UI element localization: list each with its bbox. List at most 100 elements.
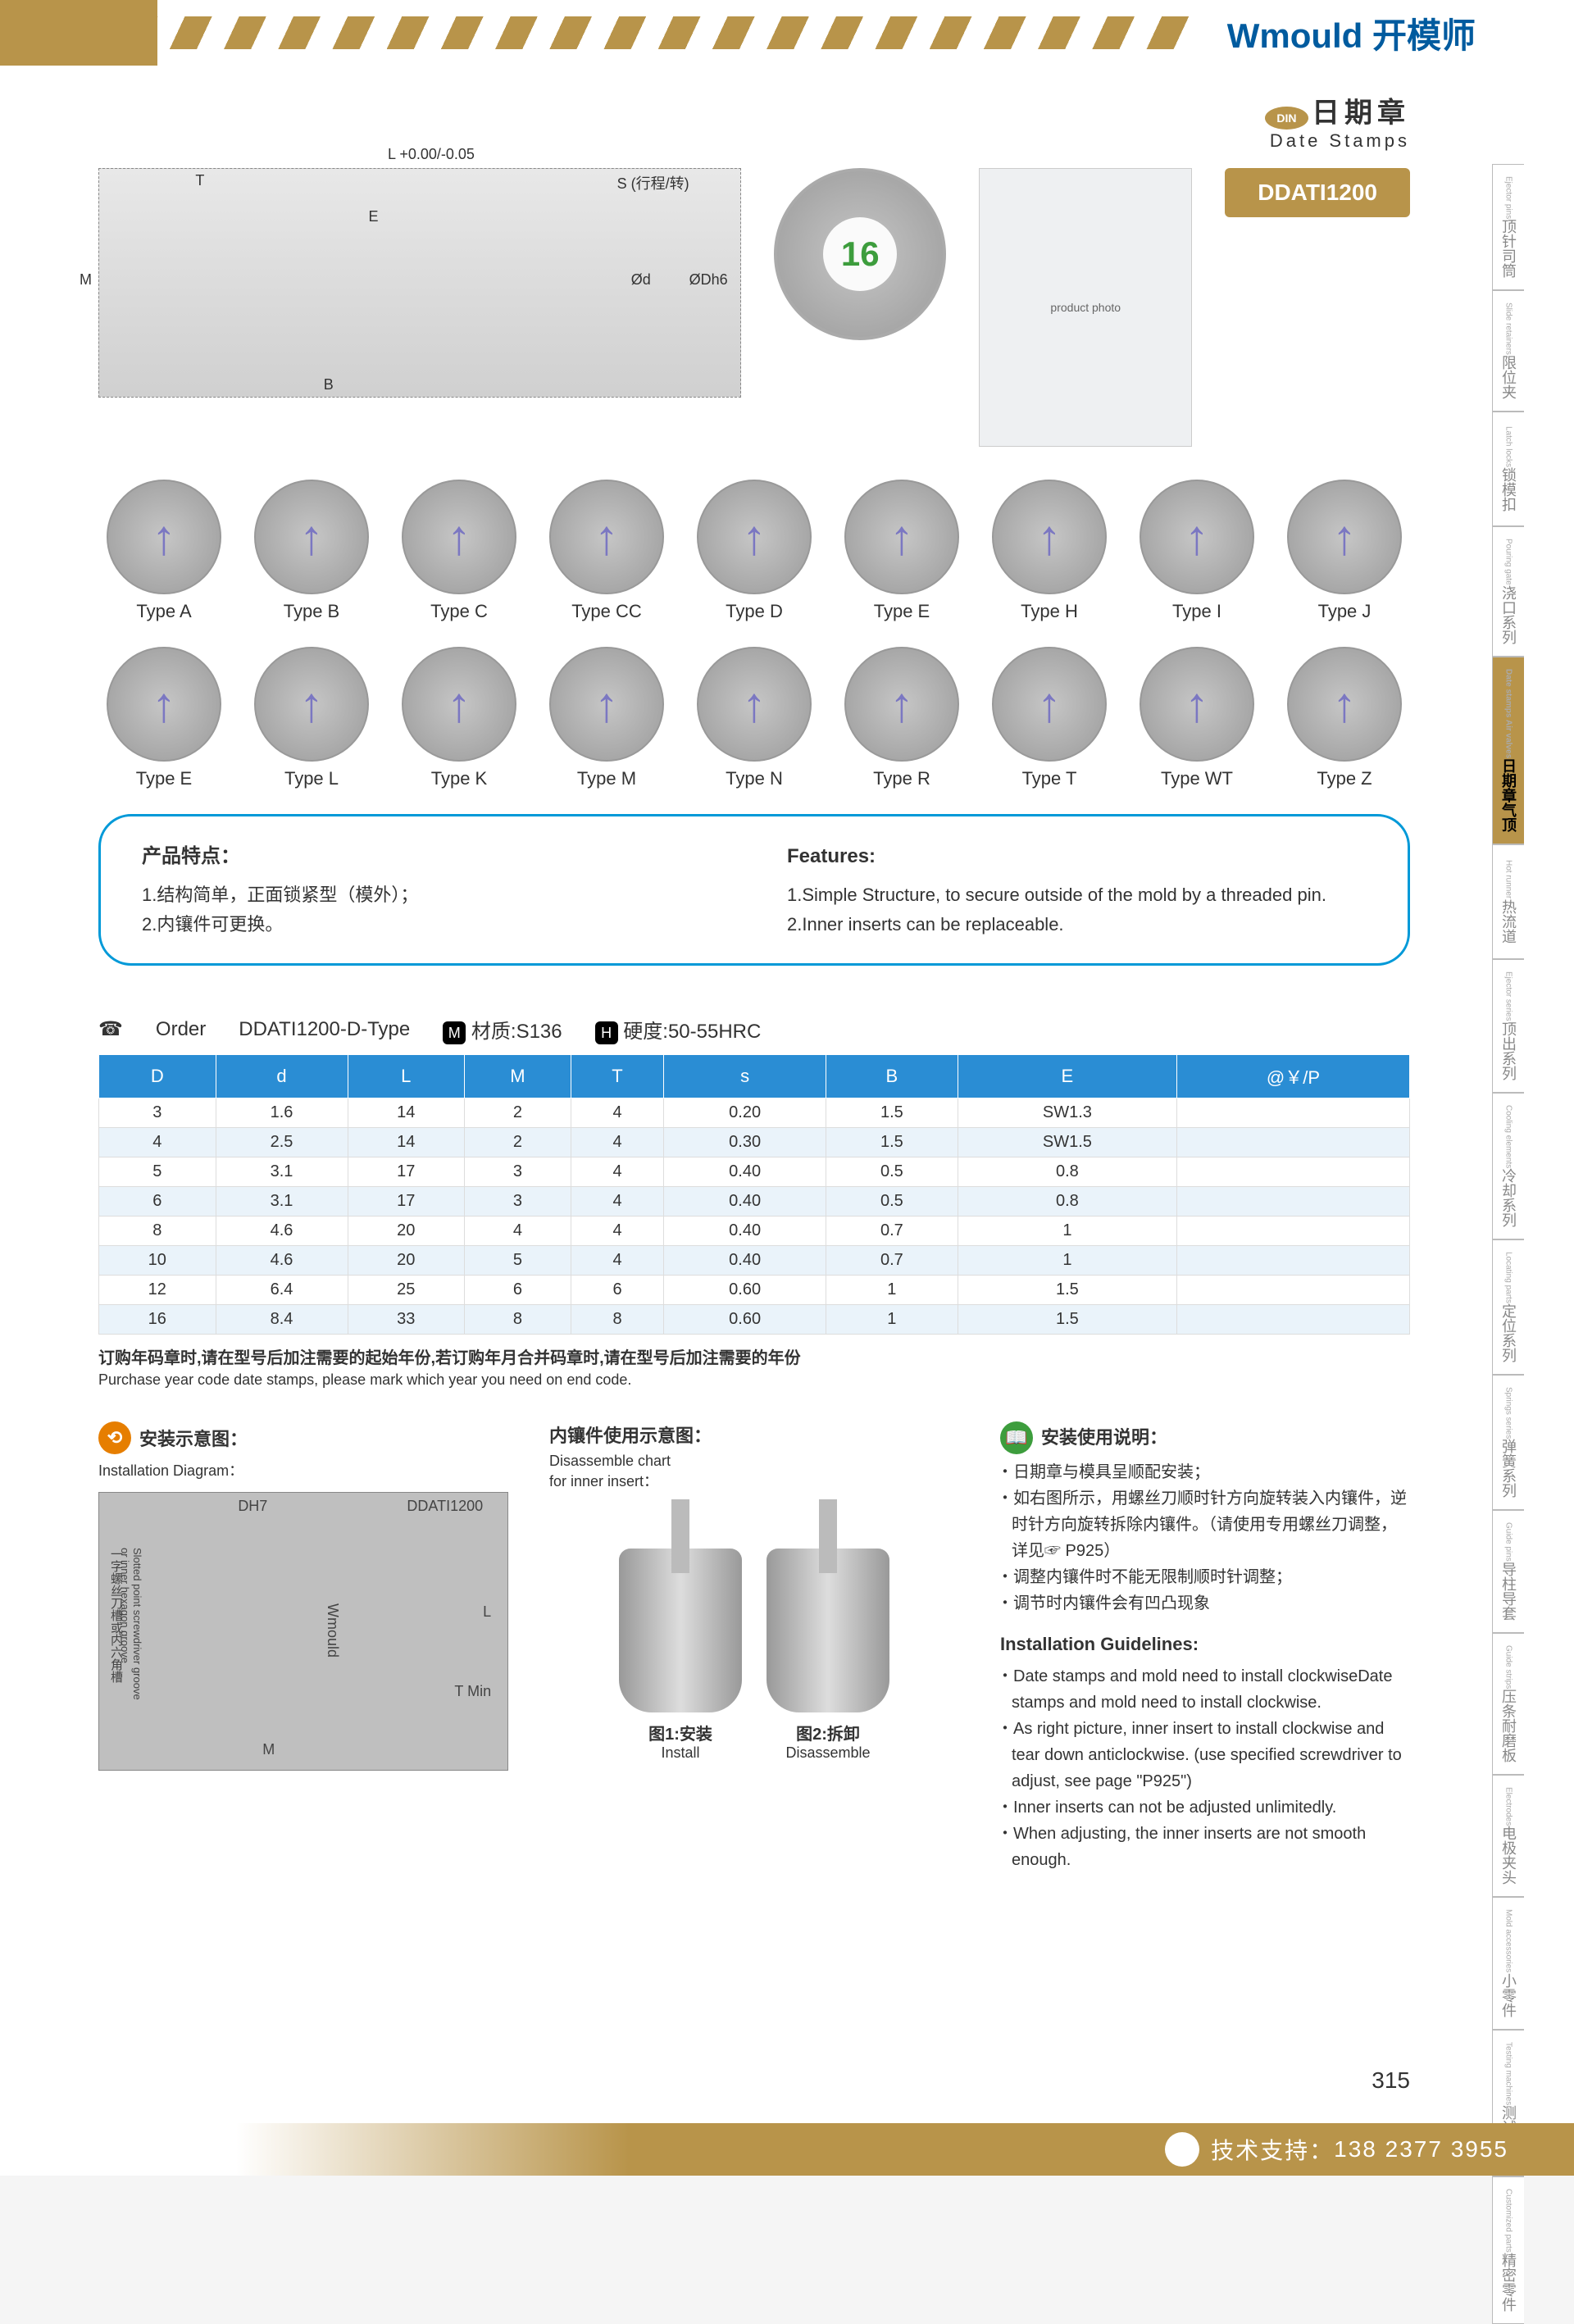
table-cell: 0.40 [664,1245,826,1275]
table-cell: 2.5 [216,1127,348,1157]
table-row: 126.425660.6011.5 [99,1275,1410,1304]
brand: Wmould 开模师 [1227,8,1476,58]
dial-grid-row2: ↑Type E↑Type L↑Type K↑Type M↑Type N↑Type… [98,647,1410,789]
dial-label: Type I [1131,601,1262,622]
side-tab[interactable]: Customized parts精密零件 [1492,2176,1524,2324]
arrow-icon: ↑ [889,676,914,733]
table-cell: 1 [958,1245,1176,1275]
table-cell: 17 [348,1186,465,1216]
table-cell: 1.5 [826,1098,958,1127]
guide-item: When adjusting, the inner inserts are no… [1012,1821,1410,1873]
table-row: 53.117340.400.50.8 [99,1157,1410,1186]
arrow-icon: ↑ [889,509,914,566]
table-cell: 1 [826,1275,958,1304]
dial-cell: ↑Type Z [1279,647,1410,789]
table-cell: 0.40 [664,1216,826,1245]
table-cell: 3 [465,1157,571,1186]
dim-E: E [369,208,379,225]
features-cn: 产品特点： 1.结构简单，正面锁紧型（模外）； 2.内镶件可更换。 [142,841,721,939]
fig2-cn: 图2:拆卸 [767,1721,889,1744]
table-cell [1176,1304,1409,1334]
dial-label: Type R [836,768,967,789]
table-cell: 1.6 [216,1098,348,1127]
dial-face: ↑ [992,647,1107,762]
brand-en: Wmould [1227,16,1363,55]
order-label: Order [156,1018,206,1041]
install-TMin: T Min [454,1683,491,1700]
guide-item: Inner inserts can not be adjusted unlimi… [1012,1794,1410,1821]
dial-face: ↑ [1287,480,1402,594]
guide-item: 如右图所示，用螺丝刀顺时针方向旋转装入内镶件，逆时针方向旋转拆除内镶件。（请使用… [1012,1485,1410,1564]
dial-face: ↑ [844,647,959,762]
table-cell [1176,1275,1409,1304]
arrow-icon: ↑ [1037,676,1062,733]
arrow-icon: ↑ [742,509,767,566]
table-cell: 6 [99,1186,216,1216]
dial-face: ↑ [697,647,812,762]
table-cell: 0.20 [664,1098,826,1127]
table-header: B [826,1054,958,1098]
dial-label: Type Z [1279,768,1410,789]
dial-face: ↑ [402,647,516,762]
features-en-1: 1.Simple Structure, to secure outside of… [787,880,1367,909]
arrow-icon: ↑ [594,509,619,566]
dial-cell: ↑Type D [689,480,820,622]
table-header: E [958,1054,1176,1098]
side-tab[interactable]: Mold accessories小零件 [1492,1897,1524,2029]
dial-cell: ↑ Type H [984,480,1115,622]
dial-face: ↑ [1140,647,1254,762]
table-cell: 3.1 [216,1186,348,1216]
dial-label: Type C [394,601,525,622]
table-cell [1176,1157,1409,1186]
table-row: 104.620540.400.71 [99,1245,1410,1275]
table-cell: 25 [348,1275,465,1304]
tab-en: Testing machines [1504,2042,1513,2105]
table-cell: 10 [99,1245,216,1275]
features-cn-head: 产品特点： [142,841,721,872]
table-cell: 0.8 [958,1186,1176,1216]
table-cell [1176,1098,1409,1127]
dim-L: L +0.00/-0.05 [388,146,475,163]
features-en: Features: 1.Simple Structure, to secure … [787,841,1367,939]
front-dial: 16 [774,168,946,340]
insert-col: 内镶件使用示意图： Disassemble chart for inner in… [549,1421,959,1873]
table-cell: 4 [571,1216,664,1245]
arrow-icon: ↑ [1037,509,1062,566]
table-cell: 0.30 [664,1127,826,1157]
dial-cell: ↑Type I [1131,480,1262,622]
table-cell: 0.40 [664,1186,826,1216]
table-cell: 8 [465,1304,571,1334]
table-cell: 5 [99,1157,216,1186]
arrow-icon: ↑ [152,509,176,566]
insert-head-en: Disassemble chart for inner insert： [549,1453,959,1491]
dial-label: Type L [246,768,377,789]
cylinder-install [619,1549,742,1712]
dim-M: M [80,271,92,289]
dial-label: Type H [984,601,1115,622]
dial-cell: ↑Type CC [541,480,672,622]
dim-phiDh6: ØDh6 [689,271,728,289]
features-cn-2: 2.内镶件可更换。 [142,910,721,939]
dim-S: S (行程/转) [617,172,689,193]
table-cell: 6 [571,1275,664,1304]
dial-cell: ↑ Type R [836,647,967,789]
fig1-cn: 图1:安装 [619,1721,742,1744]
install-dh7: DH7 [238,1498,267,1515]
dial-label: Type M [541,768,672,789]
table-cell: 4 [571,1098,664,1127]
arrow-icon: ↑ [742,676,767,733]
table-cell: 0.7 [826,1216,958,1245]
order-mat: 材质:S136 [471,1021,562,1043]
dial-label: Type E [98,768,230,789]
insert-fig2: 图2:拆卸 Disassemble [767,1549,889,1762]
table-cell: 16 [99,1304,216,1334]
table-cell [1176,1245,1409,1275]
dial-cell: ↑ Type L [246,647,377,789]
arrow-icon: ↑ [299,676,324,733]
install-side-en: Slotted point screwdriver groove or inne… [119,1548,143,1700]
table-row: 31.614240.201.5SW1.3 [99,1098,1410,1127]
dim-phid: Ød [631,271,651,289]
dial-cell: ↑Type K [394,647,525,789]
dial-face: ↑ [697,480,812,594]
table-cell: 4.6 [216,1216,348,1245]
